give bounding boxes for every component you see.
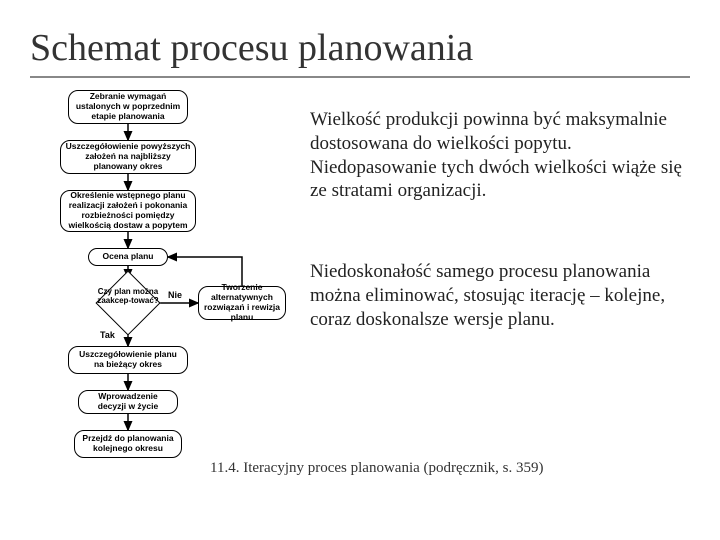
edge-label-tak: Tak [100,330,115,340]
flow-node-n7: Uszczegółowienie planu na bieżący okres [68,346,188,374]
page-title: Schemat procesu planowania [30,26,473,70]
flow-node-n2: Uszczegółowienie powyższych założeń na n… [60,140,196,174]
flowchart: Zebranie wymagań ustalonych w poprzednim… [28,90,288,530]
flow-node-n6: Tworzenie alternatywnych rozwiązań i rew… [198,286,286,320]
flow-node-n4: Ocena planu [88,248,168,266]
flow-node-n5-label: Czy plan można zaakcep-tować? [93,288,163,306]
flow-node-n3: Określenie wstępnego planu realizacji za… [60,190,196,232]
title-underline [30,76,690,78]
paragraph-1: Wielkość produkcji powinna być maksymaln… [310,108,700,203]
edge-label-nie: Nie [168,290,182,300]
paragraph-2: Niedoskonałość samego procesu planowania… [310,260,700,331]
flow-node-n9: Przejdź do planowania kolejnego okresu [74,430,182,458]
flow-node-n8: Wprowadzenie decyzji w życie [78,390,178,414]
flow-node-n1: Zebranie wymagań ustalonych w poprzednim… [68,90,188,124]
